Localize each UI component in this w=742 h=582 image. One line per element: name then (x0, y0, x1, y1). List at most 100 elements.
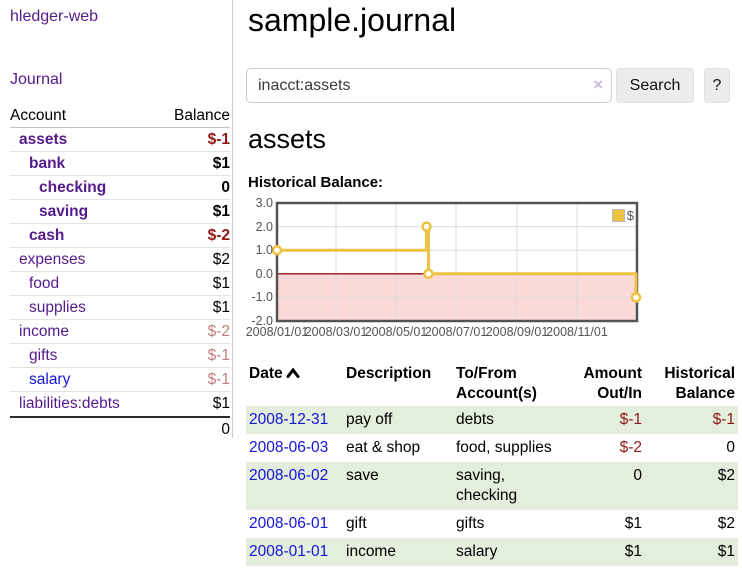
sidebar-account-link[interactable]: checking (39, 178, 107, 196)
app-brand-link[interactable]: hledger-web (10, 8, 99, 25)
transaction-description-cell: gift (343, 510, 453, 538)
account-balance: $1 (212, 395, 230, 412)
transaction-amount-cell: $-1 (557, 406, 645, 434)
y-axis-tick-label: 3.0 (255, 196, 273, 210)
transaction-balance: 0 (726, 439, 735, 456)
col-description: Description (346, 365, 432, 382)
transaction-description: save (346, 467, 379, 484)
register-table-body: 2008-12-31 pay off debts $-1 $-1 2008-06-03 ea… (246, 406, 738, 566)
transaction-balance: $1 (717, 543, 735, 560)
col-amount: Amount Out/In (583, 365, 642, 402)
col-date[interactable]: Date (246, 362, 343, 406)
sidebar: hledger-web Journal Account Balance asse… (0, 0, 233, 438)
y-axis-tick-label: 1.0 (255, 243, 273, 258)
transaction-balance: $2 (717, 467, 735, 484)
transaction-description: gift (346, 515, 367, 532)
transaction-accounts: gifts (456, 515, 485, 532)
register-row: 2008-06-02 save saving, checking 0 $2 (246, 462, 738, 510)
search-bar: × Search ? (246, 68, 730, 103)
transaction-date-link-cell: 2008-12-31 (246, 406, 343, 434)
sidebar-account-link[interactable]: gifts (29, 346, 58, 364)
transaction-amount-cell: 0 (557, 462, 645, 510)
sidebar-account-link[interactable]: assets (19, 130, 68, 148)
transaction-accounts-cell: saving, checking (453, 462, 557, 510)
col-balance: Historical Balance (664, 365, 735, 402)
account-row: gifts $-1 (10, 344, 230, 368)
x-axis-tick-label: 2008/05/01 (364, 325, 428, 339)
page-title: sample.journal (248, 2, 457, 38)
transaction-accounts-cell: food, supplies (453, 434, 557, 462)
account-balance: 0 (221, 178, 230, 196)
transaction-date-link-cell: 2008-06-03 (246, 434, 343, 462)
sidebar-account-link[interactable]: liabilities:debts (19, 395, 120, 412)
sidebar-account-link[interactable]: bank (29, 154, 66, 172)
help-button[interactable]: ? (704, 68, 730, 103)
x-axis-tick-label: 2008/03/01 (304, 325, 368, 339)
y-axis-tick-label: -2.0 (251, 314, 273, 328)
legend-label: $ (626, 208, 634, 223)
account-balance: $-1 (207, 370, 230, 388)
transaction-accounts-cell: debts (453, 406, 557, 434)
transaction-description-cell: save (343, 462, 453, 510)
sidebar-account-link[interactable]: salary (29, 370, 71, 388)
col-accounts: To/From Account(s) (456, 365, 537, 402)
sidebar-account-link[interactable]: food (29, 274, 60, 292)
accounts-total-value: 0 (221, 420, 230, 438)
account-row: liabilities:debts $1 (10, 392, 230, 416)
account-balance: $1 (212, 274, 230, 292)
sidebar-account-link[interactable]: expenses (19, 250, 86, 268)
transaction-amount: 0 (633, 467, 642, 484)
sidebar-account-link[interactable]: cash (29, 226, 65, 244)
y-axis-tick-label: -1.0 (251, 290, 273, 305)
chart-legend: $ (611, 208, 634, 223)
transaction-date-link-cell: 2008-06-01 (246, 510, 343, 538)
account-row: expenses $2 (10, 248, 230, 272)
transaction-amount: $-1 (619, 411, 642, 428)
register-table: Date Description To/From Account(s) Amou… (246, 362, 738, 566)
transaction-amount: $1 (624, 543, 642, 560)
transaction-amount: $-2 (619, 439, 642, 456)
account-row: bank $1 (10, 152, 230, 176)
sidebar-account-link[interactable]: income (19, 322, 69, 340)
account-row: food $1 (10, 272, 230, 296)
sidebar-account-link[interactable]: supplies (29, 298, 86, 316)
transaction-amount: $1 (624, 515, 642, 532)
transaction-date-link[interactable]: 2008-01-01 (249, 543, 329, 560)
transaction-amount-cell: $1 (557, 510, 645, 538)
account-row: checking 0 (10, 176, 230, 200)
sidebar-account-link[interactable]: saving (39, 202, 89, 220)
transaction-description-cell: pay off (343, 406, 453, 434)
transaction-accounts: saving, checking (456, 467, 518, 504)
search-button[interactable]: Search (616, 68, 694, 103)
transaction-date-link[interactable]: 2008-06-03 (249, 439, 329, 456)
y-axis-tick-label: 0.0 (255, 266, 273, 281)
x-axis-tick-label: 2008/09/01 (485, 325, 549, 339)
account-row: cash $-2 (10, 224, 230, 248)
accounts-table-body: assets $-1 bank $1 checking 0 saving $1 cash $-2 e… (10, 128, 230, 416)
account-row: salary $-1 (10, 368, 230, 392)
main-content: sample.journal × Search ? assets Histori… (246, 0, 742, 582)
accounts-table-header: Account Balance (10, 104, 230, 128)
transaction-balance-cell: $2 (645, 462, 738, 510)
clear-search-icon[interactable]: × (593, 75, 603, 94)
sidebar-item-journal[interactable]: Journal (10, 71, 63, 88)
transaction-date-link[interactable]: 2008-06-02 (249, 467, 329, 484)
transaction-balance-cell: $-1 (645, 406, 738, 434)
transaction-date-link[interactable]: 2008-06-01 (249, 515, 329, 532)
account-balance: $1 (212, 202, 230, 220)
accounts-col-account: Account (10, 106, 67, 124)
account-heading: assets (248, 124, 327, 154)
transaction-date-link[interactable]: 2008-12-31 (249, 411, 329, 428)
x-axis-tick-label: 2008/01/01 (245, 325, 309, 339)
register-row: 2008-06-01 gift gifts $1 $2 (246, 510, 738, 538)
transaction-amount-cell: $1 (557, 538, 645, 566)
chart-title: Historical Balance: (248, 174, 384, 191)
y-axis-tick-label: 2.0 (255, 219, 273, 234)
search-input[interactable] (246, 68, 612, 103)
col-date-label: Date (249, 365, 283, 382)
account-balance: $2 (212, 250, 230, 268)
transaction-description-cell: eat & shop (343, 434, 453, 462)
transaction-balance: $2 (717, 515, 735, 532)
transaction-accounts-cell: salary (453, 538, 557, 566)
x-axis-tick-label: 2008/11/01 (546, 325, 608, 339)
